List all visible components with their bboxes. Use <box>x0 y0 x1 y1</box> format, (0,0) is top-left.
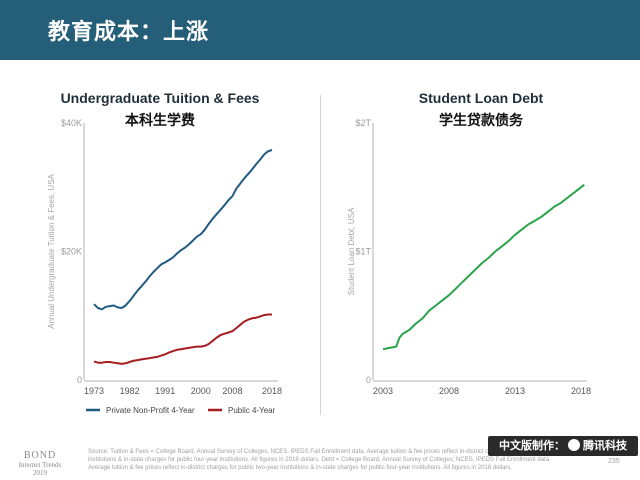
bond-logo: BOND Internet Trends 2019 <box>10 450 70 477</box>
tuition-x-tick-label: 2018 <box>262 386 282 396</box>
right-chart-panel: Student Loan Debt 学生贷款债务 <box>322 60 640 430</box>
badge-label: 中文版制作： <box>499 439 565 452</box>
tuition-x-tick-label: 1982 <box>120 386 140 396</box>
loan-series-line-0 <box>382 183 585 351</box>
tuition-series-line-1 <box>93 313 272 365</box>
source-note: Source: Tuition & Fees = College Board, … <box>88 449 558 471</box>
tencent-badge: 中文版制作： 腾讯科技 <box>488 436 638 456</box>
header-bar: 教育成本：上涨 <box>0 0 640 60</box>
loan-x-tick-label: 2008 <box>439 386 459 396</box>
left-chart-panel: Undergraduate Tuition & Fees 本科生学费 <box>0 60 320 430</box>
right-chart-subtitle: 学生贷款债务 <box>439 113 523 129</box>
page-number: 235 <box>608 458 620 465</box>
brand-name: BOND <box>23 450 57 461</box>
tuition-x-tick-label: 1991 <box>155 386 175 396</box>
brand-year: 2019 <box>33 469 47 477</box>
tencent-logo-icon <box>568 439 580 451</box>
right-chart-title: Student Loan Debt <box>418 90 544 106</box>
page-title: 教育成本：上涨 <box>48 20 210 45</box>
brand-report: Internet Trends <box>18 461 62 469</box>
left-chart-subtitle: 本科生学费 <box>125 113 195 129</box>
loan-x-tick-label: 2018 <box>571 386 591 396</box>
loan-y-tick-label: 0 <box>366 375 371 385</box>
badge-brand: 腾讯科技 <box>583 439 627 452</box>
loan-x-tick-label: 2003 <box>373 386 393 396</box>
tuition-y-tick-label: $40K <box>61 118 82 128</box>
loan-y-tick-label: $2T <box>355 118 371 128</box>
tuition-series-line-0 <box>93 149 273 311</box>
tuition-y-tick-label: 0 <box>77 375 82 385</box>
tuition-x-tick-label: 1973 <box>84 386 104 396</box>
loan-x-tick-label: 2013 <box>505 386 525 396</box>
loan-y-axis-label: Student Loan Debt, USA <box>347 207 356 295</box>
legend-label-1: Public 4-Year <box>228 406 276 415</box>
tuition-y-tick-label: $20K <box>61 247 82 257</box>
tuition-x-tick-label: 2000 <box>191 386 211 396</box>
legend-label-0: Private Non-Profit 4-Year <box>106 406 195 415</box>
tuition-y-axis-label: Annual Undergraduate Tuition & Fees, USA <box>47 173 56 328</box>
loan-y-tick-label: $1T <box>355 247 371 257</box>
tuition-x-tick-label: 2008 <box>222 386 242 396</box>
panel-divider <box>320 95 321 415</box>
left-chart-title: Undergraduate Tuition & Fees <box>60 90 260 106</box>
